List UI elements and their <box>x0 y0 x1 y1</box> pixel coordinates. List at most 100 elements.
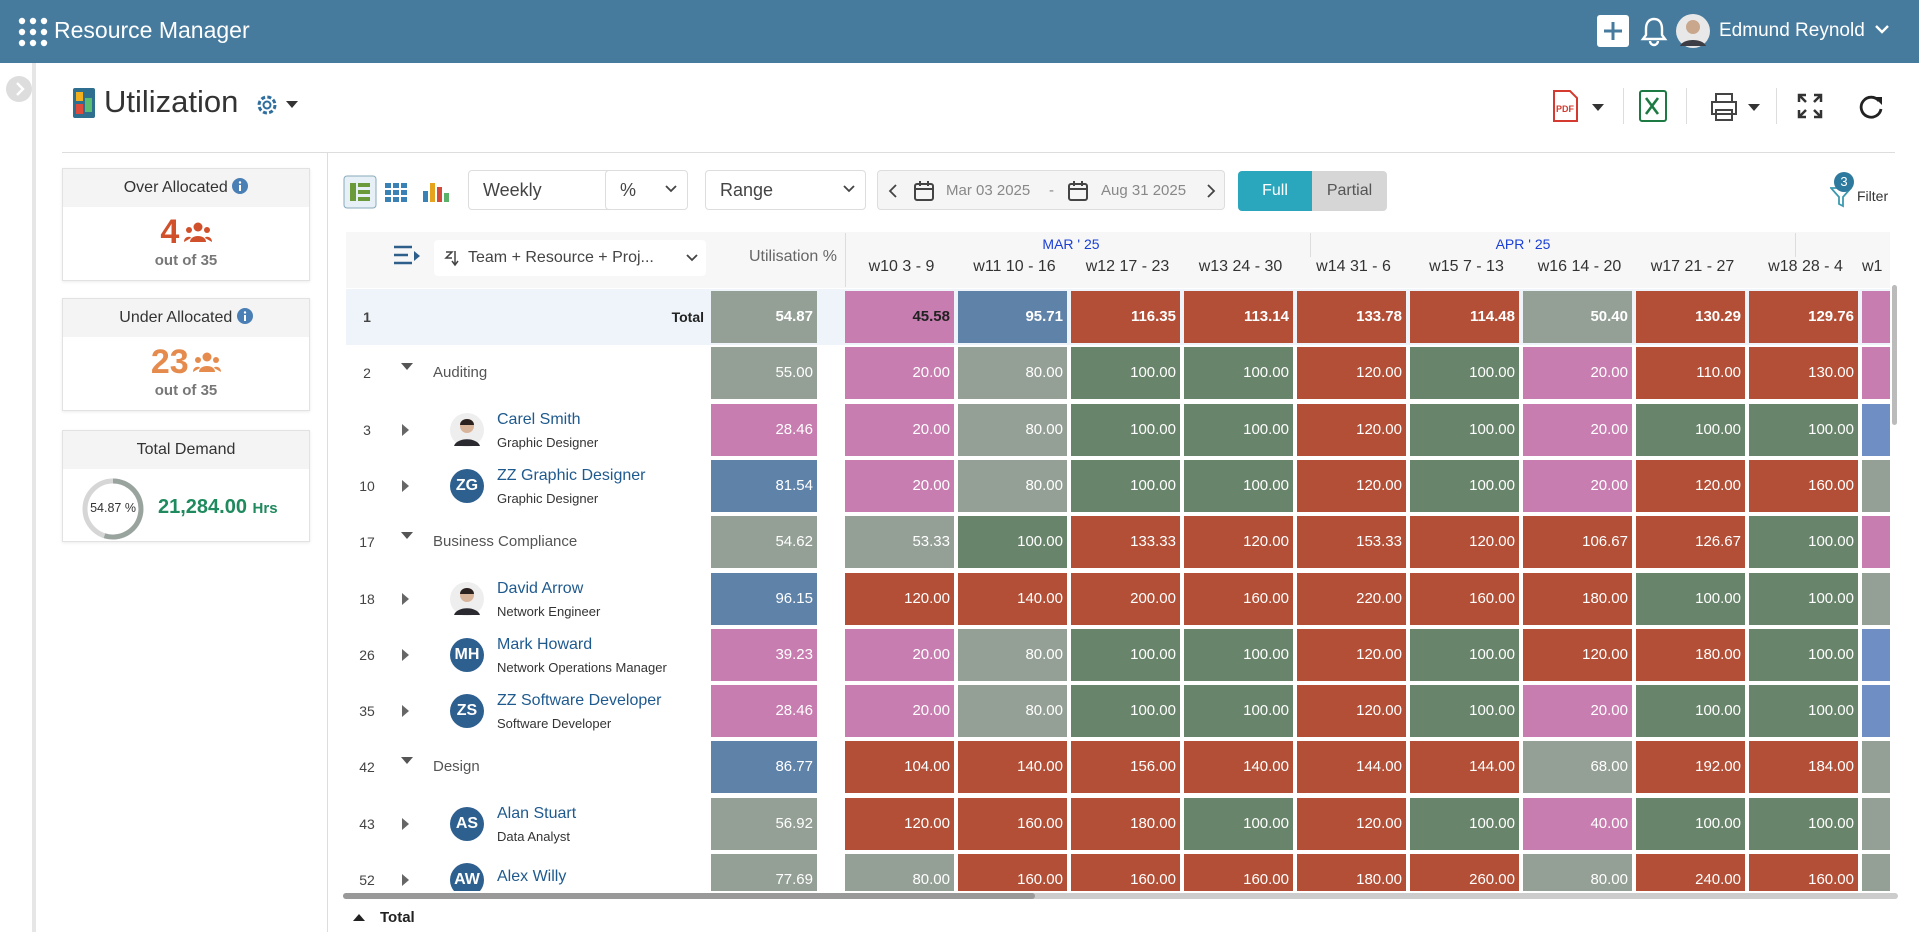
settings-menu[interactable] <box>254 92 306 118</box>
group-by-select[interactable]: Team + Resource + Proj... <box>434 240 706 276</box>
next-button[interactable] <box>1206 184 1216 198</box>
expand-toggle[interactable] <box>401 648 411 662</box>
avatar: AW <box>450 863 484 891</box>
sidebar-toggle[interactable] <box>5 75 33 103</box>
footer-toggle[interactable] <box>352 912 366 922</box>
demand-hours: 21,284.00 Hrs <box>158 496 278 519</box>
row-number: 43 <box>359 815 375 832</box>
vertical-scrollbar[interactable] <box>1892 285 1897 425</box>
footer-total: Total <box>380 909 415 926</box>
divider <box>1776 88 1777 124</box>
user-avatar[interactable] <box>1676 14 1710 48</box>
collapse-toggle[interactable] <box>400 753 414 765</box>
resource-name[interactable]: Alan Stuart <box>497 804 577 822</box>
collapse-toggle[interactable] <box>400 528 414 540</box>
row-number: 42 <box>359 759 375 776</box>
end-date[interactable]: Aug 31 2025 <box>1101 182 1187 199</box>
utilization-cell: 100.00 <box>1749 403 1858 456</box>
calendar-icon[interactable] <box>913 180 935 202</box>
info-icon[interactable] <box>236 308 253 324</box>
utilization-cell: 200.00 <box>1071 572 1180 625</box>
utilization-cell: 100.00 <box>1184 403 1293 456</box>
utilization-cell: 28.46 <box>711 685 817 738</box>
prev-button[interactable] <box>888 184 898 198</box>
utilization-cell: 116.35 <box>1071 291 1180 343</box>
resource-name[interactable]: Mark Howard <box>497 635 593 653</box>
utilization-cell: 120.00 <box>1297 347 1406 400</box>
total-demand-card: Total Demand 54.87 % 21,284.00 Hrs <box>62 430 310 542</box>
total-row: 1 Total 54.87 45.58 95.71 116.35 113.14 133.78 1… <box>346 289 1890 346</box>
filter-label[interactable]: Filter <box>1857 188 1889 204</box>
utilization-cell: 39.23 <box>711 628 817 681</box>
view-switcher[interactable] <box>343 175 455 209</box>
expand-toggle[interactable] <box>401 704 411 718</box>
utilization-cell: 100.00 <box>1749 797 1858 850</box>
row-number: 1 <box>363 309 371 325</box>
full-toggle[interactable]: Full <box>1238 171 1312 211</box>
partial-cell <box>1862 741 1890 794</box>
page-title: Utilization <box>104 84 239 119</box>
utilization-cell: 120.00 <box>1297 628 1406 681</box>
card-header: Under Allocated <box>63 299 309 337</box>
fullscreen-button[interactable] <box>1796 92 1824 120</box>
user-name[interactable]: Edmund Reynold <box>1719 20 1865 41</box>
add-button[interactable] <box>1597 15 1629 47</box>
utilization-cell: 95.71 <box>958 291 1067 343</box>
avatar: AS <box>450 806 484 841</box>
utilization-cell: 86.77 <box>711 741 817 794</box>
count: 23 <box>150 343 189 381</box>
calendar-icon[interactable] <box>1067 180 1089 202</box>
expand-collapse-icon[interactable] <box>392 244 422 268</box>
utilization-cell: 80.00 <box>958 347 1067 400</box>
mode-select[interactable]: Range <box>705 170 866 210</box>
resource-name[interactable]: Carel Smith <box>497 410 581 428</box>
row-number: 3 <box>363 421 371 438</box>
notifications-icon[interactable] <box>1638 15 1670 47</box>
utilization-cell: 100.00 <box>1636 572 1745 625</box>
avatar: ZG <box>450 468 484 503</box>
row-number: 2 <box>363 365 371 382</box>
export-pdf[interactable]: PDF <box>1548 88 1610 124</box>
partial-cell <box>1862 516 1890 569</box>
resource-name[interactable]: ZZ Software Developer <box>497 692 662 710</box>
resource-name[interactable]: Alex Willy <box>497 868 567 885</box>
hours-value: 21,284.00 <box>158 496 247 518</box>
utilization-cell: 144.00 <box>1410 741 1519 794</box>
unit-select[interactable]: % <box>605 170 688 210</box>
month-header: APR ' 25 <box>1495 236 1551 252</box>
expand-toggle[interactable] <box>401 592 411 606</box>
horizontal-scrollbar[interactable] <box>343 893 1035 899</box>
utilization-cell: 184.00 <box>1749 741 1858 794</box>
week-header: w18 28 - 4 <box>1768 258 1843 275</box>
utilization-cell: 80.00 <box>958 403 1067 456</box>
resource-name[interactable]: ZZ Graphic Designer <box>497 466 646 484</box>
group-label: Design <box>433 758 480 776</box>
utilization-cell: 180.00 <box>1071 797 1180 850</box>
user-menu-chevron[interactable] <box>1874 24 1890 36</box>
partial-cell <box>1862 797 1890 850</box>
week-header: w17 21 - 27 <box>1650 258 1735 275</box>
collapse-toggle[interactable] <box>400 359 414 371</box>
print-menu[interactable] <box>1704 88 1764 124</box>
start-date[interactable]: Mar 03 2025 <box>946 182 1031 199</box>
period-select[interactable]: Weekly <box>468 170 628 210</box>
info-icon[interactable] <box>232 178 249 194</box>
utilization-cell: 100.00 <box>1184 797 1293 850</box>
utilization-cell: 100.00 <box>958 516 1067 569</box>
export-excel[interactable] <box>1636 88 1670 124</box>
expand-toggle[interactable] <box>401 479 411 493</box>
utilization-cell: 160.00 <box>958 797 1067 850</box>
resource-name[interactable]: David Arrow <box>497 579 584 597</box>
hours-unit: Hrs <box>252 500 278 517</box>
utilization-cell: 20.00 <box>1523 459 1632 512</box>
select-value: Weekly <box>483 180 542 200</box>
over-allocated-card: Over Allocated 4 out of 35 <box>62 168 310 281</box>
refresh-button[interactable] <box>1858 93 1884 119</box>
utilization-cell: 153.33 <box>1297 516 1406 569</box>
apps-icon[interactable] <box>18 17 48 47</box>
utilization-cell: 133.33 <box>1071 516 1180 569</box>
partial-toggle[interactable]: Partial <box>1312 171 1387 211</box>
expand-toggle[interactable] <box>401 873 411 887</box>
expand-toggle[interactable] <box>401 423 411 437</box>
expand-toggle[interactable] <box>401 817 411 831</box>
